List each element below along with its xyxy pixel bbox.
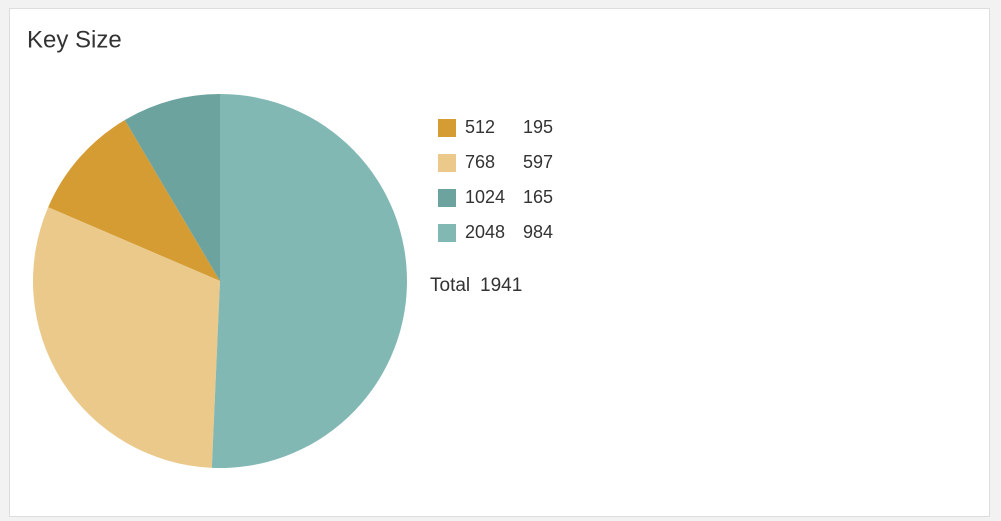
total-label: Total	[430, 275, 470, 296]
pie-slice	[124, 94, 220, 281]
chart-title: Key Size	[27, 26, 122, 53]
pie-slice	[32, 207, 221, 468]
legend-value: 597	[523, 152, 553, 172]
legend-swatch	[438, 154, 456, 172]
legend-label: 512	[465, 117, 495, 137]
legend-label: 2048	[465, 222, 505, 242]
pie-slice	[48, 120, 221, 281]
legend-label: 768	[465, 152, 495, 172]
legend-value: 165	[523, 187, 553, 207]
legend-value: 195	[523, 117, 553, 137]
legend-value: 984	[523, 222, 553, 242]
legend-swatch	[438, 119, 456, 137]
legend-swatch	[438, 189, 456, 207]
legend-label: 1024	[465, 187, 505, 207]
pie	[32, 94, 407, 468]
legend: 512 195 768 597 1024 165 2048 984	[438, 117, 553, 242]
total-value: 1941	[480, 275, 522, 296]
legend-swatch	[438, 224, 456, 242]
pie-slice	[211, 94, 407, 468]
